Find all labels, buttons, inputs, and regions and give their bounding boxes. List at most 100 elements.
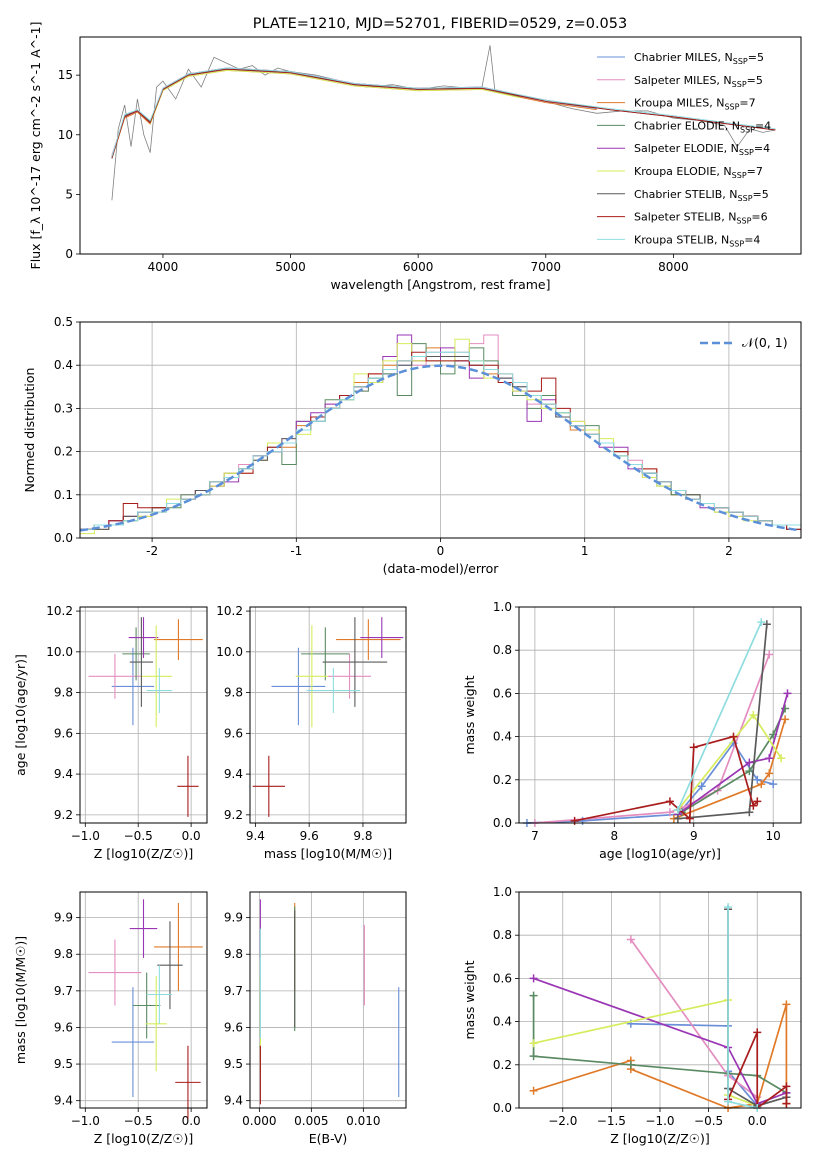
model-spectrum-line: [111, 68, 776, 158]
mass-vs-metallicity-panel: −1.0 −0.5 0.0 9.4 9.5 9.6 9.7 9.8 9.9 Z [log10(Z/…: [13, 891, 208, 1146]
legend-label-subscript: SSP: [729, 239, 744, 248]
legend-label-main: Salpeter MILES, N: [634, 74, 732, 87]
errorbar-point: [154, 619, 203, 660]
errorbar-point: [129, 899, 158, 958]
errorbar-point: [177, 755, 199, 817]
x-tick-label: 8000: [658, 260, 689, 274]
axes-frame: [249, 606, 407, 824]
errorbar-point: [271, 647, 326, 726]
plus-marker: [757, 618, 766, 627]
x-tick-label: 2: [725, 544, 733, 558]
y-tick-label: 9.9: [224, 911, 243, 925]
legend-label: Kroupa STELIB, NSSP=4: [634, 233, 760, 248]
y-tick-label: 9.5: [224, 1057, 243, 1071]
errorbar-point: [322, 617, 388, 707]
plus-marker: [745, 767, 754, 776]
x-tick-label: 8: [611, 829, 619, 843]
plus-marker: [762, 620, 771, 629]
y-tick-label: 0.6: [493, 686, 512, 700]
figure-title: PLATE=1210, MJD=52701, FIBERID=0529, z=0…: [253, 16, 627, 32]
legend-label-tail: =4: [744, 233, 760, 246]
x-tick-label: 4000: [148, 260, 179, 274]
y-tick-label: 9.5: [54, 1057, 73, 1071]
plus-marker: [665, 808, 674, 817]
axes-frame: [79, 36, 802, 255]
legend-label: Salpeter MILES, NSSP=5: [634, 74, 763, 89]
y-tick-label: 9.6: [224, 1020, 243, 1034]
y-tick-label: 0.3: [54, 401, 73, 415]
mass-weight-line: [677, 693, 789, 816]
x-tick-label: 0.005: [294, 1114, 328, 1128]
legend-label-tail: =5: [748, 51, 764, 64]
y-tick-label: 9.2: [224, 808, 243, 822]
y-tick-label: 10.0: [216, 645, 243, 659]
legend-label-tail: =7: [739, 97, 755, 110]
legend-label: Salpeter ELODIE, NSSP=4: [634, 142, 770, 157]
legend-label-subscript: SSP: [724, 103, 739, 112]
legend-label-tail: =4: [755, 119, 771, 132]
legend-label-tail: =6: [751, 211, 767, 224]
legend-label: Kroupa ELODIE, NSSP=7: [634, 165, 763, 180]
y-tick-label: 9.8: [224, 686, 243, 700]
plus-marker: [753, 1028, 762, 1037]
errorbar-point: [175, 1045, 201, 1119]
plus-marker: [529, 1086, 538, 1095]
x-axis-label: E(B-V): [309, 1131, 348, 1146]
x-tick-label: 0.010: [346, 1114, 380, 1128]
errorbar-point: [111, 647, 155, 726]
plus-marker: [689, 743, 698, 752]
x-axis-label: Z [log10(Z/Z☉)]: [94, 1131, 194, 1146]
axes-frame: [79, 606, 208, 824]
mass-weight-line: [533, 977, 787, 1105]
plus-marker: [749, 801, 758, 810]
y-tick-label: 0.0: [54, 531, 73, 545]
plus-marker: [529, 974, 538, 983]
y-tick-label: 10: [58, 128, 73, 142]
x-tick-label: −1.5: [597, 1114, 626, 1128]
errorbar-point: [295, 625, 328, 728]
x-tick-label: 0.000: [242, 1114, 276, 1128]
axes-frame: [518, 891, 802, 1109]
errorbar-point: [128, 617, 159, 658]
plus-marker: [724, 1097, 733, 1106]
x-tick-label: −1.0: [71, 829, 100, 843]
x-tick-label: 0.0: [748, 1114, 767, 1128]
mass-weight-vs-metallicity-panel: −2.0 −1.5 −1.0 −0.5 0.0 0.0 0.2 0.4 0.6 0.8 1.0 Z […: [462, 885, 802, 1146]
legend-label-subscript: SSP: [732, 171, 747, 180]
x-axis-label: (data-model)/error: [383, 561, 500, 576]
errorbar-point: [252, 755, 285, 817]
x-tick-label: 9.4: [246, 829, 265, 843]
y-tick-label: 0.0: [493, 1101, 512, 1115]
legend-label-main: Salpeter ELODIE, N: [634, 142, 739, 155]
x-tick-label: −0.5: [124, 829, 153, 843]
x-tick-label: 7000: [531, 260, 562, 274]
y-tick-label: 10.0: [46, 645, 73, 659]
legend-label: Kroupa MILES, NSSP=7: [634, 97, 756, 112]
y-tick-label: 1.0: [493, 600, 512, 614]
x-tick-label: 1: [581, 544, 589, 558]
errorbar-point: [88, 653, 142, 699]
y-tick-label: 9.4: [224, 1094, 243, 1108]
y-tick-label: 9.4: [224, 767, 243, 781]
legend-label-subscript: SSP: [738, 194, 753, 203]
errorbar-point: [154, 902, 203, 991]
plus-marker: [783, 689, 792, 698]
legend-label: Chabrier ELODIE, NSSP=4: [634, 119, 771, 134]
x-tick-label: −0.5: [124, 1114, 153, 1128]
mass-weight-line: [677, 621, 763, 811]
errorbar-point: [111, 987, 155, 1098]
y-axis-label: mass weight: [462, 675, 477, 754]
plus-marker: [665, 797, 674, 806]
model-spectrum-line: [111, 67, 597, 156]
y-tick-label: 0.5: [54, 315, 73, 329]
x-axis-label: mass [log10(M/M☉)]: [264, 846, 392, 861]
plus-marker: [673, 806, 682, 815]
y-tick-label: 9.8: [54, 686, 73, 700]
y-tick-label: 5: [65, 187, 73, 201]
x-tick-label: 10: [766, 829, 781, 843]
y-tick-label: 9.6: [54, 1020, 73, 1034]
observed-spectrum-line: [111, 45, 776, 201]
x-axis-label: Z [log10(Z/Z☉)]: [610, 1131, 710, 1146]
mass-weight-line: [673, 719, 786, 820]
legend-label-tail: =5: [747, 74, 763, 87]
